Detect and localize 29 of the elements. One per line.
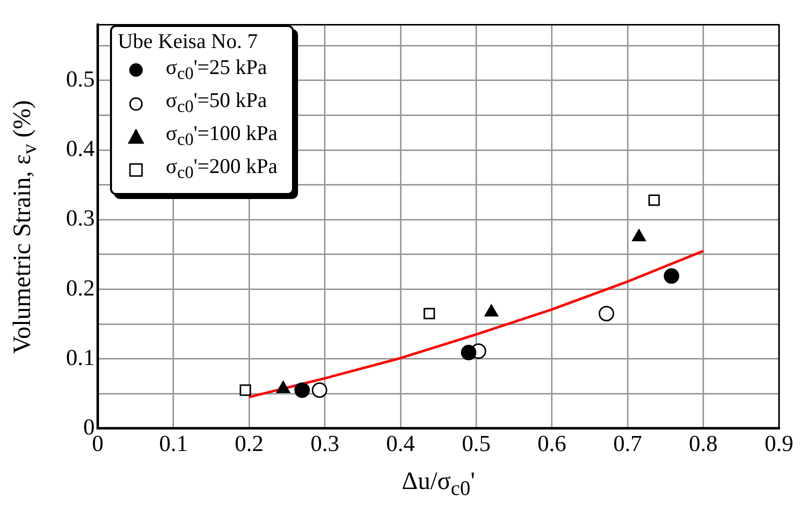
y-tick-label: 0.5 [66,66,95,92]
x-tick-label: 0.7 [613,431,642,456]
legend-label: σ$_{c0}$'=50 kPa [166,86,267,118]
x-tick-label: 0.8 [688,431,718,456]
legend-label: σ$_{c0}$'=200 kPa [166,153,278,185]
point [598,306,614,322]
y-tick-label: 0 [83,414,95,440]
point [240,384,252,396]
point [460,344,476,360]
legend-label: σ$_{c0}$'=100 kPa [166,120,278,152]
legend-label: σ$_{c0}$'=25 kPa [166,54,267,85]
x-tick-label: 0.3 [310,431,340,456]
y-tick-label: 0.2 [66,275,95,300]
point [424,308,435,320]
x-tick-label: 0.9 [764,431,794,456]
x-tick-label: 0.6 [538,431,566,456]
y-tick-label: 0.1 [66,344,95,370]
x-axis-title: Δu/σ$_{c0}$' [400,468,476,502]
point [312,382,328,398]
y-tick-label: 0.3 [66,206,95,231]
x-tick-label: 0.4 [386,431,416,456]
x-tick-label: 0.1 [159,431,188,456]
point [664,268,680,284]
y-tick-label: 0.4 [66,136,96,162]
point [648,194,660,206]
x-tick-label: 0.2 [234,431,264,456]
x-tick-label: 0.5 [462,431,491,456]
legend-title: Ube Keisa No. 7 [118,28,259,54]
point [294,382,310,398]
